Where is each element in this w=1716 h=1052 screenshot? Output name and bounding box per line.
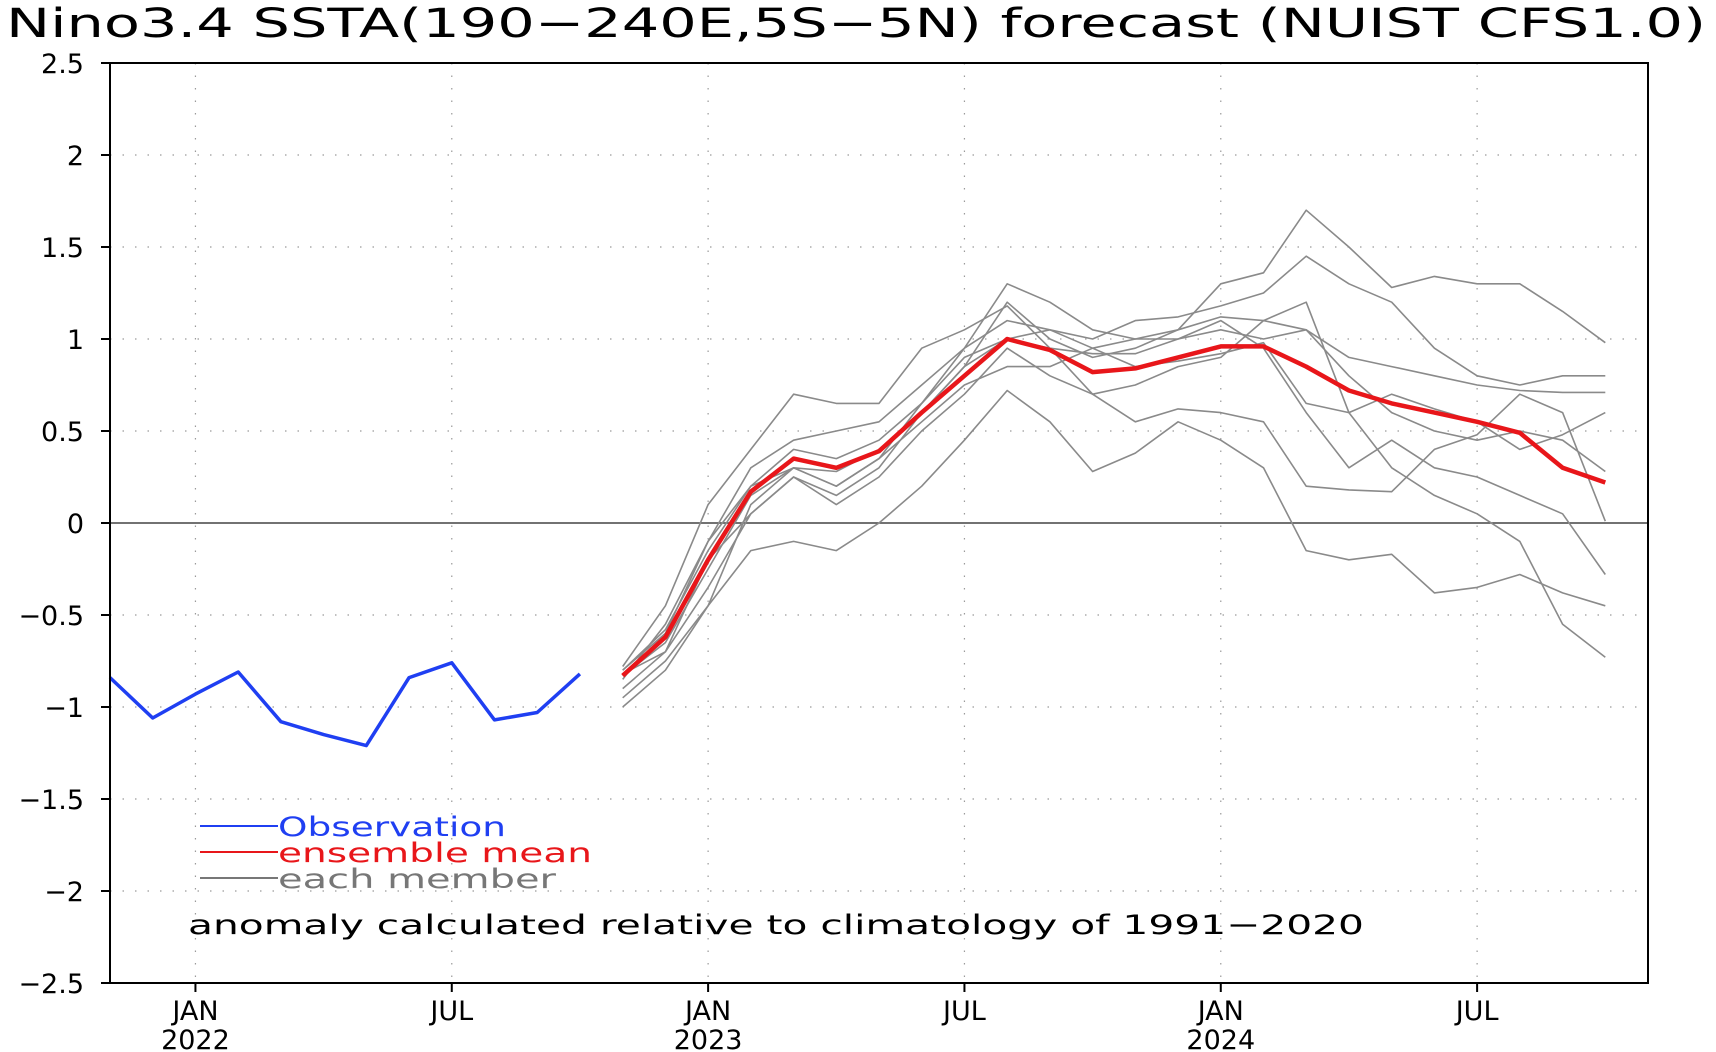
y-tick-label: −2 [44, 877, 84, 908]
x-tick-year-label: 2023 [674, 1025, 743, 1052]
observation-line [108, 661, 582, 748]
y-tick-label: 1.5 [41, 233, 84, 264]
ensemble-mean-line [621, 336, 1607, 678]
series-lines [108, 209, 1607, 748]
member-line-5 [622, 328, 1606, 671]
y-tick-label: 0 [67, 509, 84, 540]
legend-label-ensemble-mean: ensemble mean [278, 838, 592, 869]
y-tick-label: −0.5 [18, 601, 84, 632]
y-tick-label: 1 [67, 325, 84, 356]
legend: Observation ensemble mean each member [200, 812, 592, 895]
legend-label-observation: Observation [278, 812, 506, 843]
x-tick-label: JAN [170, 996, 218, 1027]
y-tick-label: −1.5 [18, 785, 84, 816]
member-line-7 [622, 347, 1607, 690]
member-line-1 [622, 301, 1606, 667]
chart-title: Nino3.4 SSTA(190−240E,5S−5N) forecast (N… [6, 1, 1706, 47]
y-tick-label: 2.5 [41, 49, 84, 80]
x-tick-label: JAN [683, 996, 731, 1027]
member-line-8 [622, 389, 1606, 699]
y-tick-label: 0.5 [41, 417, 84, 448]
climatology-annotation: anomaly calculated relative to climatolo… [188, 910, 1364, 941]
x-tick-year-label: 2024 [1186, 1025, 1255, 1052]
y-axis-ticks: 2.5 2 1.5 1 0.5 0 −0.5 −1 −1.5 −2 −2.5 [18, 49, 110, 1000]
x-tick-label: JUL [941, 996, 986, 1027]
member-line-2 [622, 316, 1606, 671]
y-tick-label: −2.5 [18, 969, 84, 1000]
legend-label-each-member: each member [278, 864, 557, 895]
x-tick-label: JAN [1196, 996, 1244, 1027]
member-line-4 [622, 255, 1606, 680]
member-line-9 [622, 282, 1606, 708]
x-tick-label: JUL [1454, 996, 1499, 1027]
y-tick-label: −1 [44, 693, 84, 724]
x-tick-year-label: 2022 [161, 1025, 230, 1052]
member-line-6 [622, 328, 1606, 677]
x-tick-label: JUL [428, 996, 473, 1027]
y-tick-label: 2 [67, 141, 84, 172]
